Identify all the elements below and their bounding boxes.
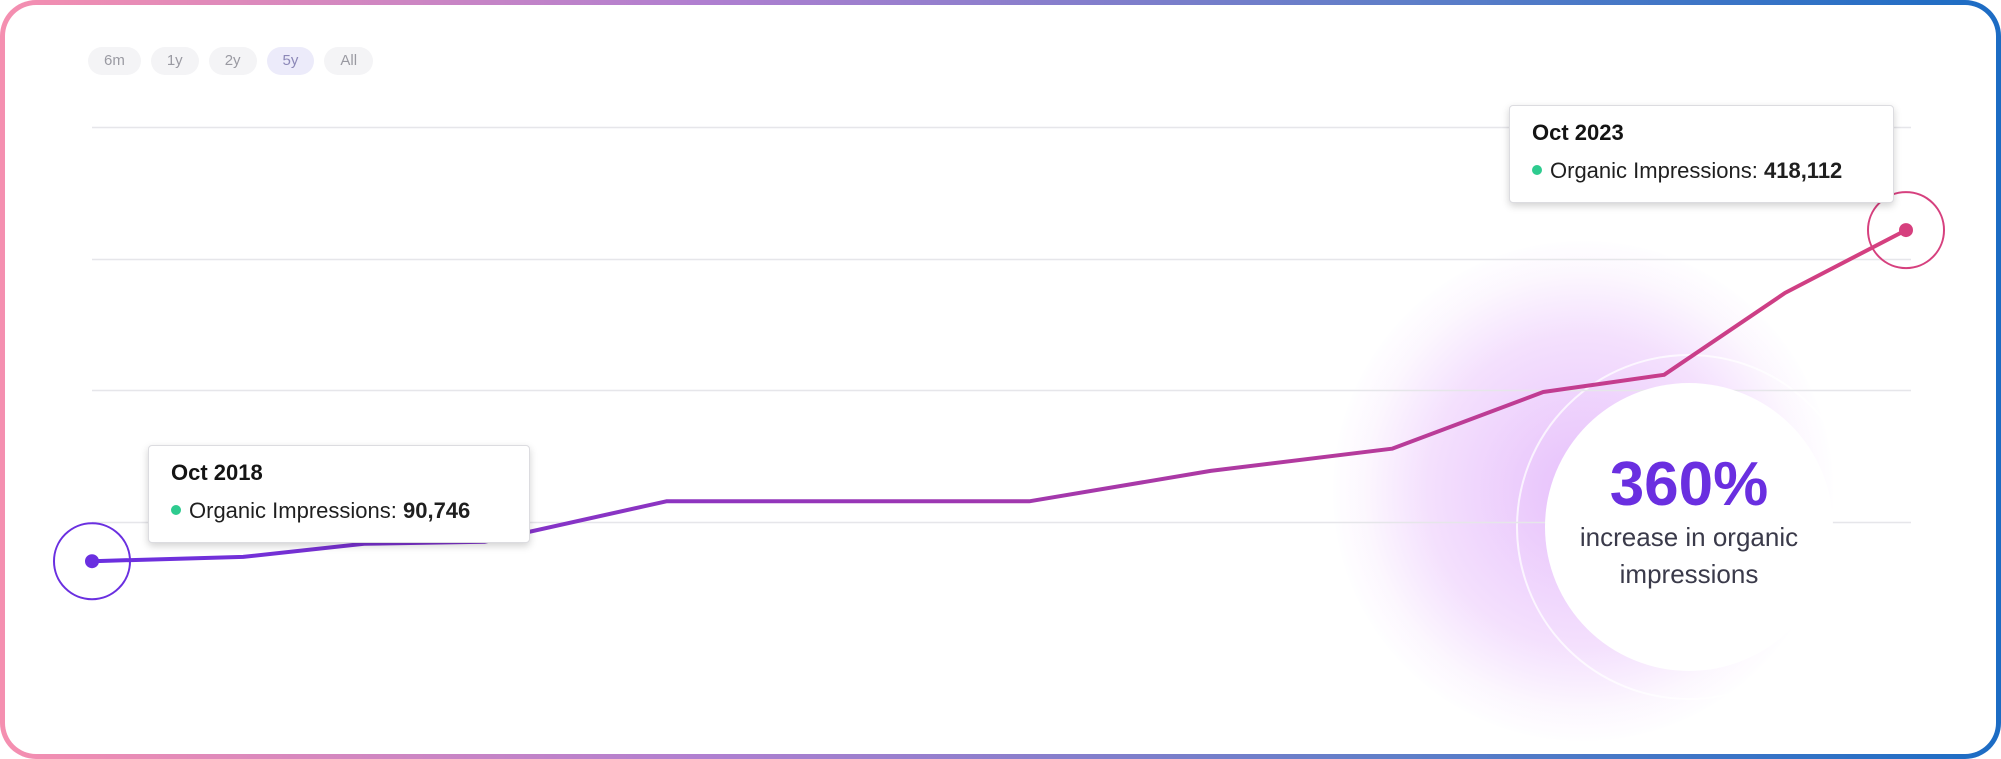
start-point-ring xyxy=(53,522,131,601)
range-tab-2y[interactable]: 2y xyxy=(208,47,257,75)
tooltip-end-date: Oct 2023 xyxy=(1532,120,1624,145)
end-point-marker xyxy=(1899,223,1913,238)
badge-ring xyxy=(1516,354,1862,700)
tooltip-start-label: Organic Impressions: xyxy=(189,498,397,523)
tooltip-start-value: 90,746 xyxy=(402,498,471,523)
card-body: 6m 1y 2y 5y All 360% increase in organic… xyxy=(5,5,1996,754)
tooltip-end-value: 418,112 xyxy=(1763,158,1843,183)
tooltip-start-date: Oct 2018 xyxy=(171,460,263,485)
start-point-marker xyxy=(85,554,99,569)
tooltip-end-row: Organic Impressions: 418,112 xyxy=(1532,158,1871,184)
tooltip-start: Oct 2018 Organic Impressions: 90,746 xyxy=(148,445,530,543)
range-tab-6m[interactable]: 6m xyxy=(88,47,141,75)
tooltip-end-label: Organic Impressions: xyxy=(1550,158,1758,183)
series-line xyxy=(90,228,1908,564)
increase-caption-line2: impressions xyxy=(1619,559,1759,589)
range-tabs: 6m 1y 2y 5y All xyxy=(88,47,374,75)
legend-dot-icon xyxy=(171,505,181,516)
end-point-ring xyxy=(1867,191,1945,270)
increase-caption-line1: increase in organic xyxy=(1579,522,1799,552)
range-tab-all[interactable]: All xyxy=(324,47,374,75)
legend-dot-icon xyxy=(1532,165,1542,176)
increase-badge: 360% increase in organic impressions xyxy=(1545,383,1833,671)
tooltip-start-row: Organic Impressions: 90,746 xyxy=(171,498,507,524)
increase-percent: 360% xyxy=(1609,450,1769,519)
tooltip-end: Oct 2023 Organic Impressions: 418,112 xyxy=(1509,105,1894,203)
range-tab-5y[interactable]: 5y xyxy=(266,47,315,75)
range-tab-1y[interactable]: 1y xyxy=(150,47,199,75)
